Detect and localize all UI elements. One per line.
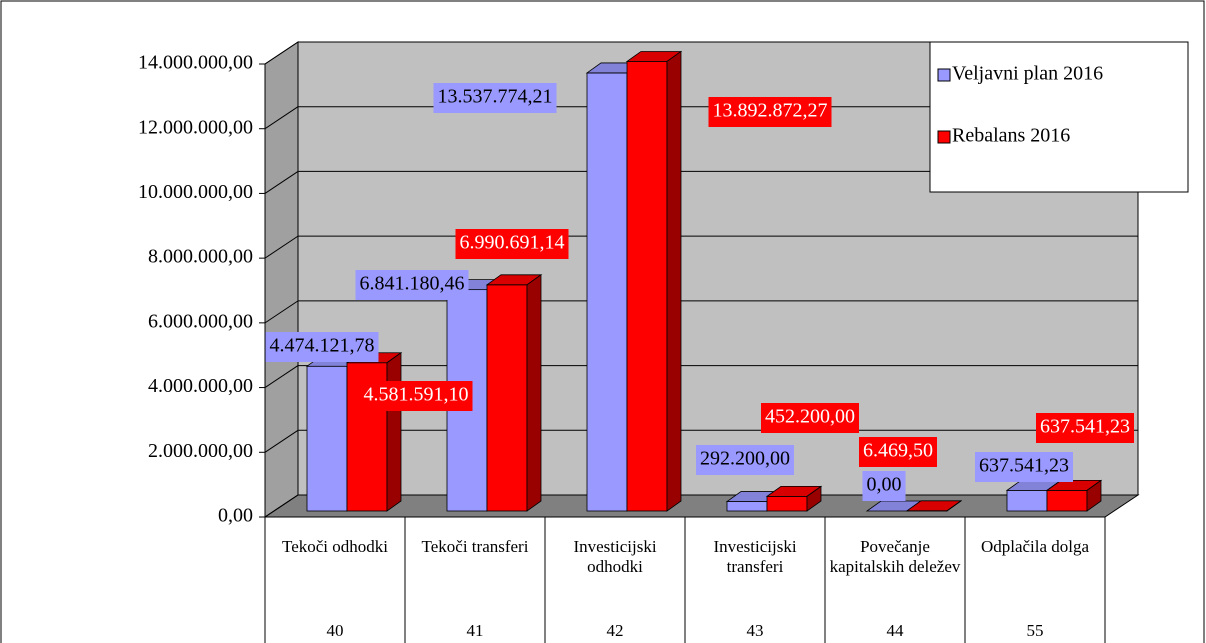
legend-label: Veljavni plan 2016 <box>952 63 1103 85</box>
data-label: 13.537.774,21 <box>438 86 553 108</box>
data-label: 0,00 <box>867 474 902 496</box>
bar <box>485 274 543 512</box>
data-label-box <box>975 452 1073 482</box>
data-label: 292.200,00 <box>700 448 790 470</box>
x-tick-label: Investicijski odhodki <box>573 537 657 576</box>
bar-side <box>666 50 682 512</box>
category-code: 55 <box>1027 621 1044 640</box>
side-wall <box>264 41 299 518</box>
category-code: 43 <box>747 621 764 640</box>
data-label: 13.892.872,27 <box>713 100 828 122</box>
legend-swatch <box>937 130 951 144</box>
data-label-box <box>355 270 469 300</box>
data-label-box <box>455 229 569 259</box>
x-tick-label: Povečanje kapitalskih deležev <box>829 537 961 576</box>
data-label-box <box>859 437 937 467</box>
x-tick-label: Tekoči odhodki <box>282 537 388 556</box>
data-label-box <box>265 332 379 362</box>
bar-side <box>1086 479 1102 512</box>
bar-front <box>586 72 628 512</box>
y-tick-label: 8.000.000,00 <box>148 246 253 268</box>
y-tick-label: 10.000.000,00 <box>138 181 253 203</box>
bar <box>765 485 823 512</box>
data-label-box <box>862 471 906 501</box>
bar-front <box>1006 489 1048 512</box>
y-tick-label: 4.000.000,00 <box>148 375 253 397</box>
legend: Veljavni plan 2016 Rebalans 2016 <box>929 41 1189 193</box>
category-code: 44 <box>887 621 905 640</box>
bar-side <box>806 485 822 512</box>
bar <box>1045 479 1103 512</box>
data-label: 637.541,23 <box>979 455 1069 477</box>
bar-front <box>726 501 768 512</box>
category-code: 41 <box>467 621 484 640</box>
grid-line-side <box>264 235 299 259</box>
bar-front <box>486 284 528 512</box>
legend-swatch <box>937 68 951 82</box>
legend-box <box>929 41 1189 193</box>
y-tick-label: 2.000.000,00 <box>148 440 253 462</box>
bar-front <box>306 365 348 512</box>
category-code: 42 <box>607 621 624 640</box>
x-tick-label: Tekoči transferi <box>421 537 529 556</box>
bar <box>625 50 683 512</box>
data-label-box <box>761 403 859 433</box>
grid-line-side <box>264 171 299 194</box>
data-label-box <box>359 381 473 411</box>
y-tick-label: 6.000.000,00 <box>148 310 253 332</box>
bar <box>905 500 963 512</box>
grid-line-side <box>264 365 299 388</box>
x-tick-label: Investicijski transferi <box>713 537 797 576</box>
bar-side <box>386 351 402 512</box>
grid-line-side <box>264 429 299 453</box>
legend-label: Rebalans 2016 <box>952 125 1070 147</box>
data-label: 6.841.180,46 <box>360 273 465 295</box>
grid-line-side <box>264 106 299 130</box>
data-label: 4.581.591,10 <box>364 384 469 406</box>
data-label: 637.541,23 <box>1040 416 1130 438</box>
x-tick-label: Odplačila dolga <box>980 537 1090 556</box>
bar-front <box>766 495 808 512</box>
data-label-box <box>708 97 832 127</box>
data-label: 452.200,00 <box>765 406 855 428</box>
data-label-box <box>696 445 794 475</box>
category-code: 40 <box>327 621 344 640</box>
grid-line-side <box>264 300 299 324</box>
data-label: 6.990.691,14 <box>460 232 565 254</box>
data-label: 6.469,50 <box>863 440 933 462</box>
grid-line-side <box>264 494 299 518</box>
bar-side <box>946 500 962 512</box>
y-tick-label: 0,00 <box>218 505 253 527</box>
bar-front <box>626 61 668 512</box>
bar-side <box>526 274 542 512</box>
bar-front <box>1046 489 1088 512</box>
data-label-box <box>433 83 557 113</box>
data-label: 4.474.121,78 <box>270 335 375 357</box>
y-tick-label: 14.000.000,00 <box>138 52 253 74</box>
grid-line-side <box>264 41 299 65</box>
bar <box>345 351 403 512</box>
data-label-box <box>1036 413 1134 443</box>
y-tick-label: 12.000.000,00 <box>138 116 253 138</box>
